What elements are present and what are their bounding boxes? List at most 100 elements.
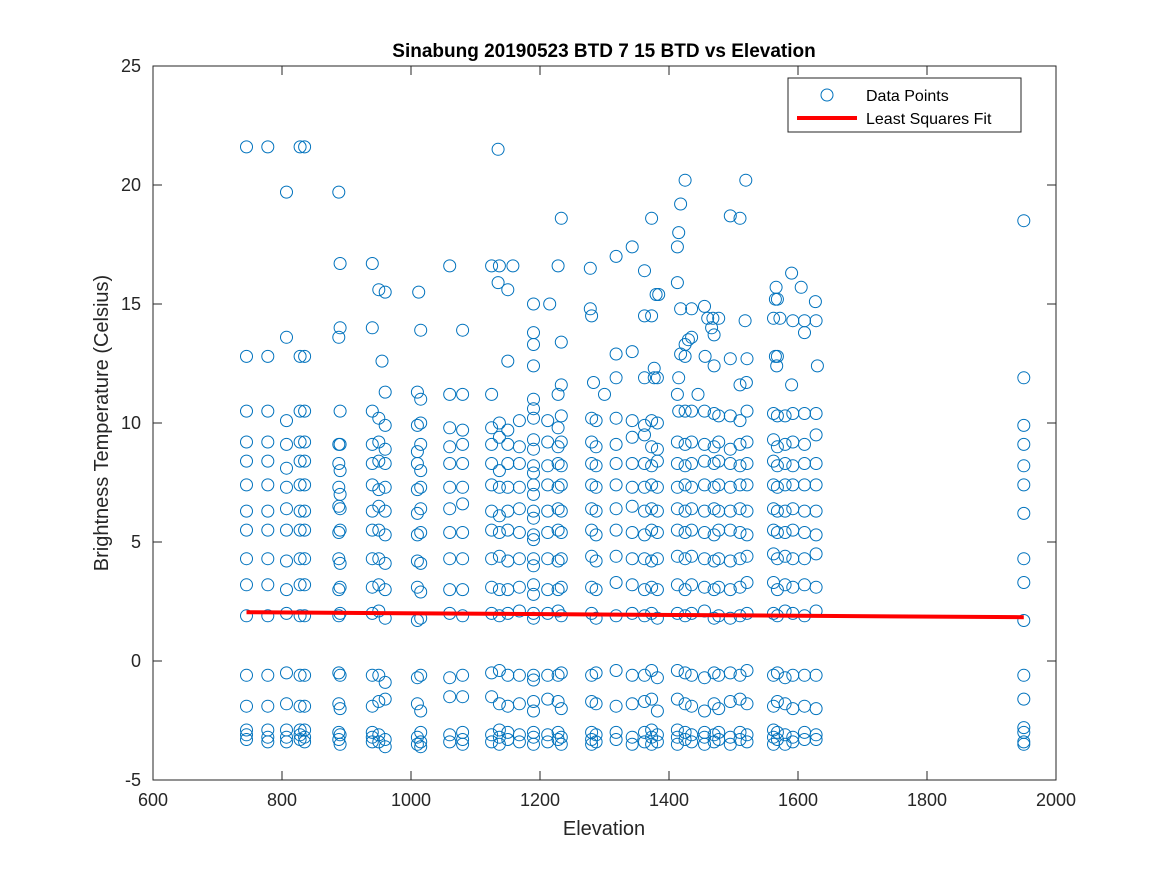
data-point: [778, 437, 792, 451]
data-point: [485, 666, 499, 680]
data-point: [770, 583, 784, 597]
data-point: [808, 295, 822, 309]
data-point: [240, 523, 253, 537]
data-point: [414, 480, 428, 494]
data-point: [625, 526, 639, 539]
data-point: [609, 523, 623, 537]
data-point: [501, 423, 515, 437]
data-point: [798, 578, 811, 592]
data-point: [585, 668, 599, 682]
data-point: [410, 671, 424, 685]
data-point: [589, 697, 603, 711]
data-point: [733, 502, 747, 516]
data-point: [372, 411, 386, 425]
data-point: [512, 440, 526, 454]
data-point: [685, 404, 699, 418]
data-point: [332, 666, 346, 680]
data-point: [527, 392, 540, 406]
data-point: [492, 259, 506, 273]
data-point: [785, 266, 799, 280]
data-point: [456, 526, 470, 539]
data-point: [261, 578, 275, 592]
data-point: [707, 528, 721, 542]
data-point: [672, 226, 686, 240]
data-point: [698, 737, 711, 751]
data-point: [333, 556, 347, 570]
data-point: [786, 523, 800, 537]
data-point: [650, 371, 664, 385]
data-point: [778, 671, 792, 685]
data-point: [378, 675, 392, 689]
data-point: [740, 504, 754, 518]
data-point: [809, 547, 823, 561]
data-point: [585, 411, 599, 425]
data-point: [492, 416, 506, 430]
data-point: [240, 454, 253, 468]
data-point: [261, 478, 275, 492]
data-point: [589, 459, 603, 473]
y-tick-label: -5: [125, 770, 141, 790]
x-tick-label: 2000: [1036, 790, 1076, 810]
data-point: [410, 580, 424, 594]
data-point: [685, 480, 699, 494]
data-point: [551, 554, 565, 568]
data-point: [585, 309, 599, 323]
data-point: [501, 583, 515, 597]
data-point: [723, 554, 737, 568]
data-point: [414, 526, 428, 539]
data-point: [698, 552, 711, 566]
data-point: [809, 580, 823, 594]
x-tick-label: 1400: [649, 790, 689, 810]
data-point: [240, 552, 253, 566]
data-point: [372, 283, 386, 297]
data-point: [378, 480, 392, 494]
data-point: [554, 378, 568, 392]
data-point: [1017, 668, 1031, 682]
data-point: [240, 723, 253, 737]
data-point: [698, 478, 711, 492]
data-point: [485, 523, 499, 537]
y-tick-label: 5: [131, 532, 141, 552]
data-point: [810, 359, 824, 373]
data-point: [650, 671, 664, 685]
data-point: [280, 554, 293, 568]
data-point: [456, 423, 470, 437]
data-point: [638, 264, 651, 278]
data-point: [554, 211, 568, 225]
data-point: [378, 556, 392, 570]
data-point: [293, 435, 307, 449]
data-point: [678, 725, 692, 739]
data-point: [261, 723, 275, 737]
data-point: [261, 730, 275, 744]
data-point: [551, 421, 565, 435]
data-point: [786, 459, 800, 473]
data-point: [723, 523, 737, 537]
data-point: [650, 416, 664, 430]
data-point: [770, 504, 784, 518]
data-point: [298, 523, 312, 537]
data-point: [554, 435, 568, 449]
data-point: [681, 333, 695, 347]
data-point: [378, 285, 392, 299]
data-point: [410, 737, 424, 751]
data-point: [1017, 576, 1031, 589]
data-point: [333, 321, 347, 335]
data-point: [767, 311, 780, 325]
data-point: [527, 533, 540, 547]
data-point: [527, 442, 540, 456]
data-point: [685, 578, 699, 592]
data-point: [589, 735, 603, 749]
data-point: [485, 478, 499, 492]
data-point: [365, 699, 379, 713]
data-point: [414, 740, 428, 754]
data-point: [786, 478, 800, 492]
data-point: [410, 554, 424, 568]
data-point: [527, 668, 540, 682]
data-point: [589, 728, 603, 742]
data-point: [527, 587, 540, 601]
data-point: [485, 735, 499, 749]
data-point: [649, 288, 663, 301]
data-point: [527, 411, 540, 425]
data-point: [670, 435, 684, 449]
